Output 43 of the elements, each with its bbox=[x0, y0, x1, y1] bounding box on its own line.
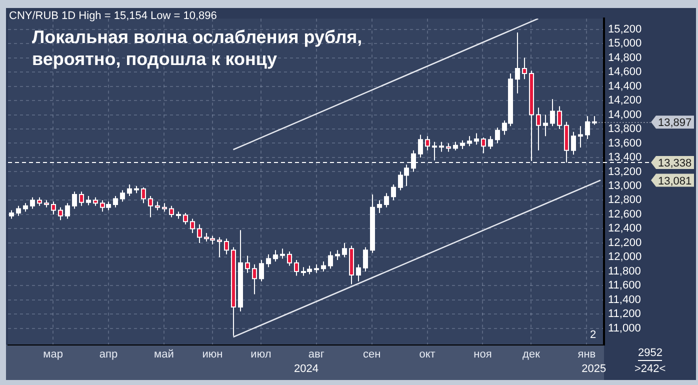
y-tick-label: 12,600 bbox=[608, 208, 642, 220]
x-tick-label: янв bbox=[578, 348, 596, 360]
chart-subtitle: CNY/RUB 1D High = 15,154 Low = 10,896 bbox=[9, 10, 217, 22]
y-tick-label: 12,000 bbox=[608, 251, 642, 264]
x-tick-label: авг bbox=[308, 348, 324, 360]
text: 2025 bbox=[582, 362, 606, 376]
text: 2024 bbox=[294, 362, 318, 376]
x-tick-label: окт bbox=[419, 348, 436, 360]
x-tick-label: июн bbox=[202, 348, 223, 360]
y-tick-label: 11,600 bbox=[608, 280, 641, 292]
y-tick-label: 12,400 bbox=[608, 222, 642, 235]
y-tick-label: 15,200 bbox=[608, 23, 642, 36]
y-tick-label: 14,600 bbox=[608, 66, 642, 78]
ref-line-label: 13,338 bbox=[658, 158, 692, 170]
y-tick-label: 15,000 bbox=[608, 38, 642, 50]
x-tick-label: мар bbox=[43, 348, 63, 360]
y-tick-label: 12,200 bbox=[608, 236, 642, 249]
annotation: 2 bbox=[590, 328, 596, 342]
x-tick-label: июл bbox=[250, 348, 272, 360]
y-tick-label: 14,400 bbox=[608, 80, 642, 92]
x-tick-label: дек bbox=[522, 348, 540, 360]
annotation: 13,897 bbox=[658, 117, 692, 130]
x-tick-label: сен bbox=[362, 348, 381, 360]
y-tick-label: 11,200 bbox=[608, 308, 641, 320]
y-tick-label: 13,000 bbox=[608, 180, 642, 192]
y-tick-label: 14,000 bbox=[608, 108, 642, 121]
y-tick-label: 11,800 bbox=[608, 265, 641, 278]
x-tick-label: апр bbox=[99, 348, 118, 360]
y-tick-label: 11,000 bbox=[608, 322, 641, 334]
y-tick-label: 14,200 bbox=[608, 94, 642, 107]
y-tick-label: 13,600 bbox=[608, 137, 642, 150]
y-tick-label: 12,800 bbox=[608, 194, 642, 206]
text: >242< bbox=[634, 362, 666, 376]
y-tick-label: 13,200 bbox=[608, 166, 642, 178]
y-tick-label: 11,400 bbox=[608, 294, 641, 306]
x-tick-label: ноя bbox=[474, 348, 492, 360]
text: 2952 bbox=[638, 346, 662, 361]
y-tick-label: 14,800 bbox=[608, 52, 642, 64]
text: Локальная волна ослабления рубля, вероятно, подошла к концу bbox=[32, 26, 364, 70]
y-tick-label: 13,400 bbox=[608, 152, 642, 164]
y-tick-label: 13,800 bbox=[608, 123, 642, 136]
x-tick-label: май bbox=[154, 348, 174, 360]
text: 13,081 bbox=[658, 175, 692, 188]
